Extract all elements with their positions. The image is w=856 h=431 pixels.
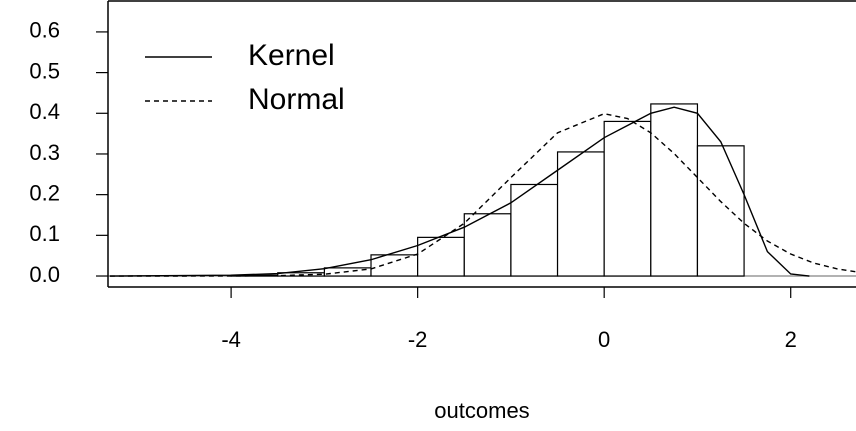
y-tick-label: 0.3 xyxy=(29,140,60,165)
bar xyxy=(463,213,512,277)
y-tick-label: 0.1 xyxy=(29,221,60,246)
x-tick-label: 2 xyxy=(785,327,797,352)
x-tick-label: -4 xyxy=(221,327,241,352)
y-tick-label: 0.5 xyxy=(29,58,60,83)
x-axis-label: outcomes xyxy=(434,398,529,423)
bar xyxy=(696,145,745,277)
x-tick-label: 0 xyxy=(598,327,610,352)
bar xyxy=(510,183,559,277)
density-line xyxy=(109,112,856,277)
y-tick-label: 0.6 xyxy=(29,18,60,43)
y-tick-label: 0.0 xyxy=(29,262,60,287)
density-line xyxy=(109,106,810,277)
bar xyxy=(603,120,652,277)
bar xyxy=(556,151,605,277)
legend-label: Kernel xyxy=(248,39,335,72)
y-tick-label: 0.4 xyxy=(29,99,60,124)
y-tick-label: 0.2 xyxy=(29,180,60,205)
bar xyxy=(650,103,699,277)
x-tick-label: -2 xyxy=(408,327,428,352)
legend-label: Normal xyxy=(248,83,345,116)
